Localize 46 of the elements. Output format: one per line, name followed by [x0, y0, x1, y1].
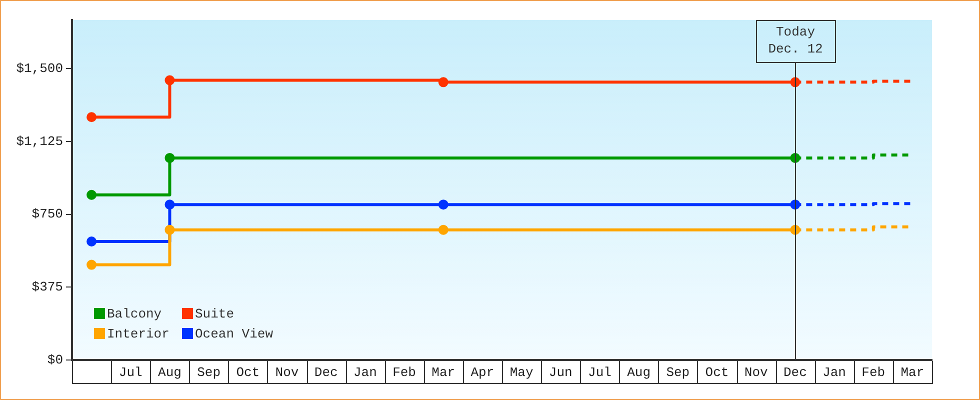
legend-label: Suite	[195, 306, 234, 322]
x-tick-label: Oct	[705, 365, 729, 380]
x-tick-label: Nov	[275, 365, 299, 380]
point	[790, 77, 800, 88]
point	[86, 236, 97, 246]
point	[790, 200, 800, 210]
y-tick-label: $1,500	[16, 61, 63, 76]
x-tick-label: May	[510, 365, 534, 380]
point	[86, 190, 97, 200]
legend-label: Balcony	[107, 306, 162, 322]
point	[438, 224, 448, 235]
point	[438, 200, 448, 210]
x-tick-label: Mar	[900, 365, 924, 380]
point	[164, 152, 175, 163]
x-tick-label: Jun	[548, 365, 572, 380]
x-tick-label: Dec	[314, 365, 338, 380]
x-tick-label: Feb	[862, 365, 886, 380]
annotation: Today Dec. 12	[768, 24, 823, 56]
legend-label: Ocean View	[195, 326, 274, 342]
point	[438, 77, 448, 88]
x-tick-label: Nov	[744, 365, 768, 380]
y-tick-label: $0	[47, 352, 63, 368]
point	[86, 112, 97, 122]
x-tick-label: Oct	[236, 365, 260, 380]
x-tick-label: Jan	[353, 365, 377, 380]
x-tick-label: Jul	[118, 365, 143, 380]
point	[164, 224, 175, 235]
x-tick-label: Sep	[197, 365, 221, 380]
y-tick-label: $1,125	[16, 134, 63, 149]
x-tick-label: Aug	[158, 365, 182, 380]
x-tick-label: Sep	[666, 365, 690, 380]
point	[86, 260, 97, 270]
x-tick-label: Jan	[822, 365, 846, 380]
point	[790, 152, 800, 163]
x-tick-label: Mar	[432, 365, 456, 380]
point	[790, 224, 800, 235]
x-tick-label: Dec	[783, 365, 807, 380]
point	[164, 75, 175, 86]
y-tick-label: $375	[32, 280, 63, 295]
legend-label: Interior	[107, 326, 170, 342]
x-tick-label: Aug	[627, 365, 651, 380]
x-tick-label: Apr	[470, 365, 494, 380]
x-tick-label: Jul	[588, 365, 612, 380]
y-tick-label: $750	[32, 206, 63, 222]
x-tick-label: Feb	[392, 365, 416, 380]
point	[164, 200, 175, 210]
